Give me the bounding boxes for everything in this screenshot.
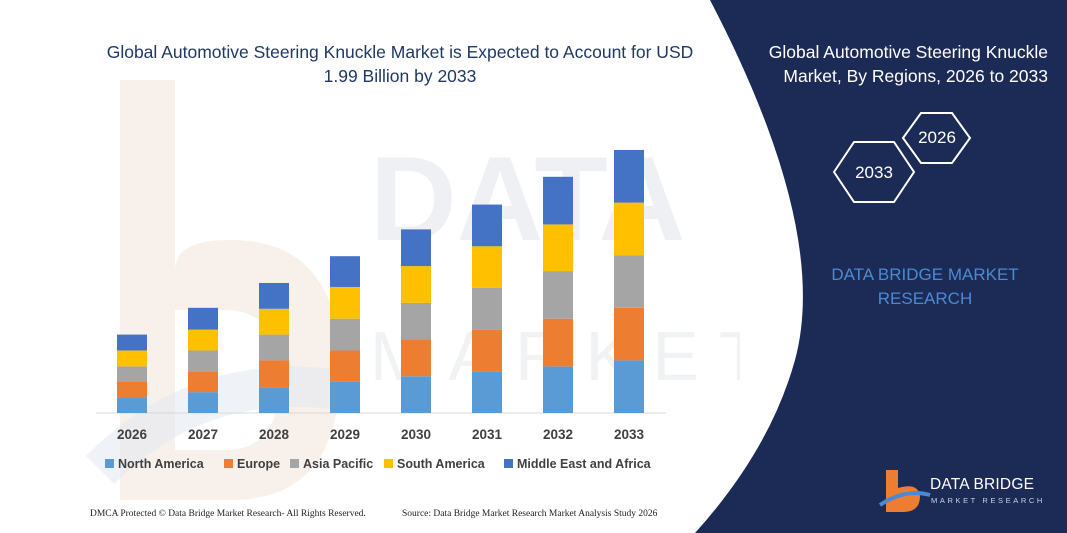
x-tick-label: 2029: [330, 427, 360, 442]
bar-segment: [401, 339, 431, 377]
x-tick-label: 2033: [614, 427, 645, 442]
bar-segment: [188, 392, 218, 413]
bar-segment: [472, 204, 502, 247]
bar-segment: [259, 387, 289, 413]
bar-segment: [188, 371, 218, 393]
bar-segment: [614, 360, 644, 413]
bar-segment: [543, 366, 573, 413]
bar-segment: [188, 329, 218, 351]
bar-segment: [117, 366, 147, 382]
bar-segment: [401, 266, 431, 303]
bar-segment: [614, 202, 644, 256]
x-tick-label: 2032: [543, 427, 573, 442]
x-tick-label: 2027: [188, 427, 218, 442]
chart-title: Global Automotive Steering Knuckle Marke…: [106, 42, 694, 86]
legend-label: North America: [118, 457, 205, 471]
bar-segment: [188, 307, 218, 330]
legend-label: South America: [397, 457, 486, 471]
bar-segment: [401, 376, 431, 413]
bar-segment: [543, 224, 573, 272]
legend-swatch: [224, 459, 233, 468]
bar-segment: [330, 318, 360, 351]
legend-swatch: [105, 459, 114, 468]
bar-segment: [117, 350, 147, 367]
bar-segment: [614, 307, 644, 361]
panel-brand-text: DATA BRIDGE MARKET RESEARCH: [831, 265, 1019, 308]
legend-label: Europe: [237, 457, 280, 471]
bar-segment: [330, 286, 360, 319]
bar-segment: [188, 350, 218, 372]
bar-segment: [401, 229, 431, 267]
bar-segment: [472, 371, 502, 413]
bar-segment: [259, 282, 289, 309]
panel-title: Global Automotive Steering Knuckle Marke…: [768, 42, 1048, 86]
bar-segment: [472, 287, 502, 330]
x-tick-label: 2031: [472, 427, 503, 442]
bar-segment: [330, 350, 360, 382]
bar-segment: [614, 255, 644, 308]
legend-label: Middle East and Africa: [517, 457, 652, 471]
bar-segment: [472, 329, 502, 372]
hex-label-end: 2033: [855, 163, 893, 182]
legend-swatch: [384, 459, 393, 468]
legend-swatch: [290, 459, 299, 468]
bar-segment: [401, 302, 431, 340]
data-bridge-logo: DATA BRIDGE MARKET RESEARCH: [880, 468, 1050, 512]
bar-segment: [543, 176, 573, 225]
logo-name: DATA BRIDGE: [930, 476, 1035, 493]
bar-segment: [259, 308, 289, 335]
bar-segment: [117, 381, 147, 398]
bar-segment: [543, 318, 573, 367]
bar-segment: [259, 334, 289, 361]
x-tick-label: 2026: [117, 427, 148, 442]
legend-swatch: [504, 459, 513, 468]
bar-segment: [117, 397, 147, 413]
bar-segment: [259, 360, 289, 388]
source-note: Source: Data Bridge Market Research Mark…: [402, 509, 658, 519]
bar-segment: [330, 256, 360, 287]
x-tick-label: 2028: [259, 427, 290, 442]
legend-label: Asia Pacific: [303, 457, 373, 471]
bar-segment: [330, 381, 360, 413]
bar-segment: [614, 150, 644, 203]
bar-segment: [543, 271, 573, 319]
bar-segment: [117, 334, 147, 351]
logo-subtitle: MARKET RESEARCH: [931, 496, 1045, 505]
dmca-notice: DMCA Protected © Data Bridge Market Rese…: [90, 509, 366, 519]
bar-segment: [472, 246, 502, 288]
x-tick-label: 2030: [401, 427, 431, 442]
hex-label-start: 2026: [918, 128, 956, 147]
